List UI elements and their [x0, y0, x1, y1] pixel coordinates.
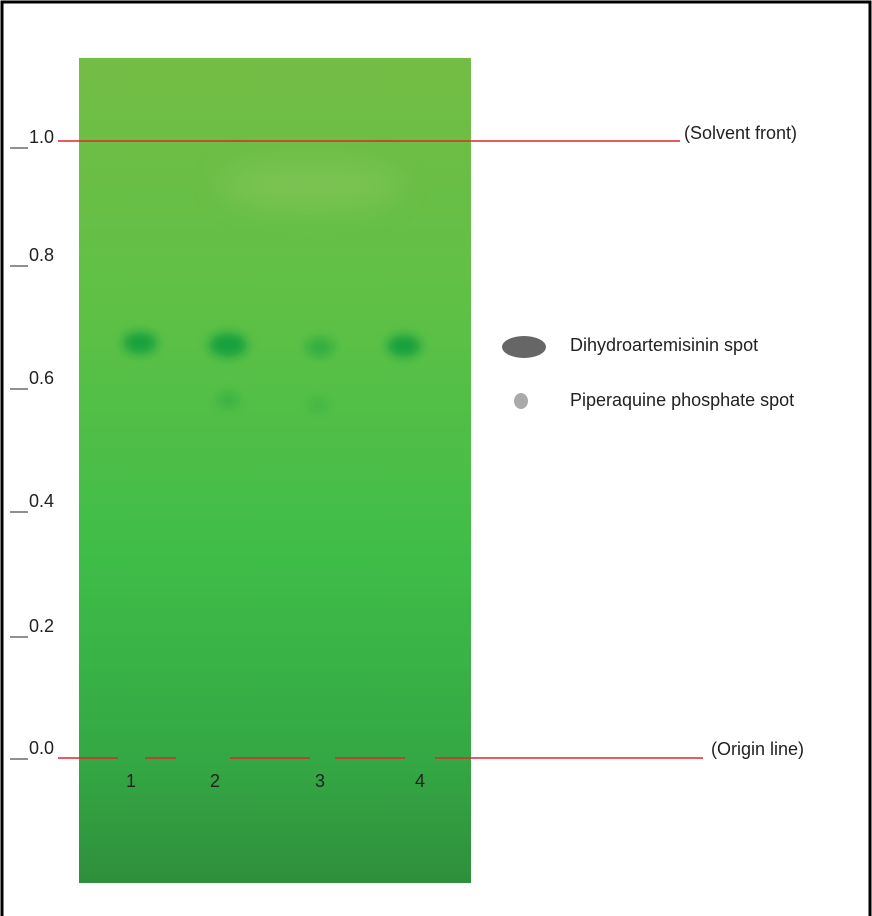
piperaquine-spot [309, 399, 327, 411]
piperaquine-spot [218, 393, 238, 407]
dha-spot [306, 338, 334, 356]
spots [123, 332, 421, 411]
solvent-haze [220, 160, 400, 210]
dha-spot [123, 332, 157, 354]
dha-spot [387, 335, 421, 357]
rf-label: 0.8 [29, 245, 54, 265]
legend-piperaquine-symbol [514, 393, 528, 409]
dha-spot [209, 333, 247, 357]
legend-dha-symbol [502, 336, 546, 358]
solvent-front-label: (Solvent front) [684, 123, 797, 143]
lane-label: 4 [415, 771, 425, 791]
legend-label: Piperaquine phosphate spot [570, 390, 794, 410]
origin-label: (Origin line) [711, 739, 804, 759]
rf-label: 0.2 [29, 616, 54, 636]
rf-label: 0.0 [29, 738, 54, 758]
rf-axis: 1.0 0.8 0.6 0.4 0.2 0.0 [10, 127, 54, 760]
lane-label: 2 [210, 771, 220, 791]
rf-label: 0.6 [29, 368, 54, 388]
rf-label: 1.0 [29, 127, 54, 147]
legend-label: Dihydroartemisinin spot [570, 335, 758, 355]
lane-label: 1 [126, 771, 136, 791]
lane-label: 3 [315, 771, 325, 791]
rf-label: 0.4 [29, 491, 54, 511]
